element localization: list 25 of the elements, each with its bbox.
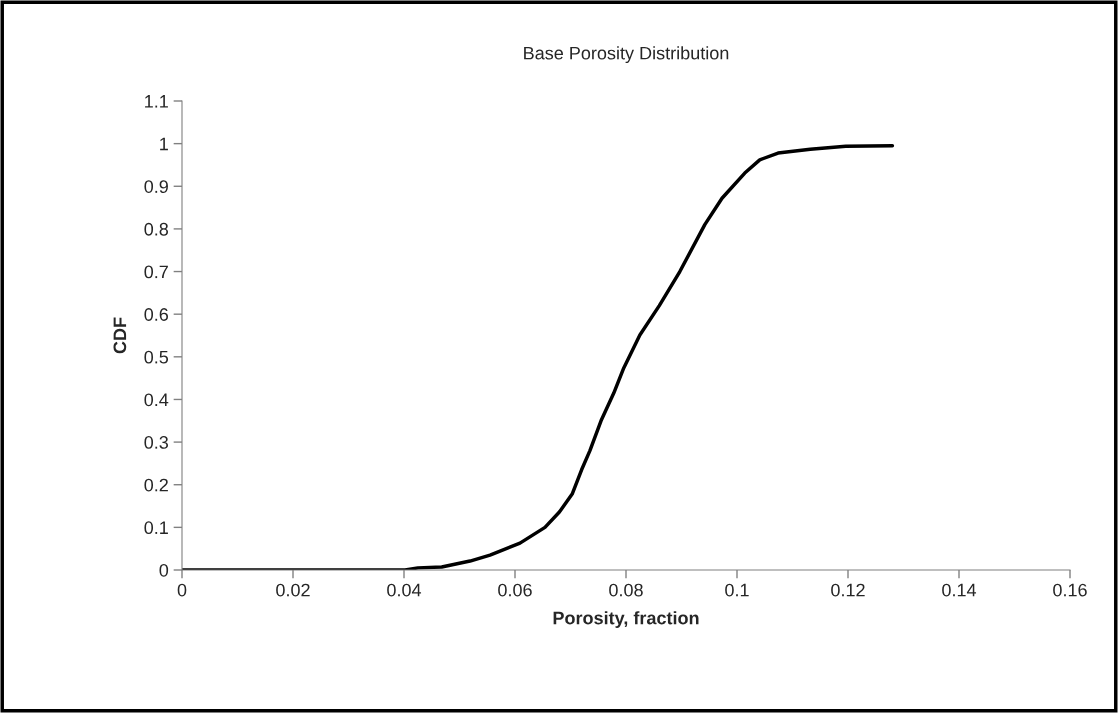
chart-title: Base Porosity Distribution xyxy=(524,46,729,64)
x-tick-label: 0 xyxy=(177,583,187,597)
y-tick-label: 0.7 xyxy=(144,265,168,279)
y-tick-label: 0.9 xyxy=(144,180,168,193)
y-tick-label: 0.3 xyxy=(144,436,169,449)
x-axis-title: Porosity, fraction xyxy=(553,611,699,628)
x-tick-label: 0.16 xyxy=(1053,583,1087,597)
x-tick-label: 0.08 xyxy=(609,583,643,597)
line-series xyxy=(182,144,895,570)
x-tick-label: 0.04 xyxy=(387,583,422,597)
y-tick-label: 0.4 xyxy=(144,393,169,407)
y-tick-label: 0.5 xyxy=(144,350,169,364)
y-axis-title: CDF xyxy=(113,317,127,354)
y-tick-label: 0 xyxy=(159,563,169,577)
y-tick-label: 0.6 xyxy=(144,308,169,321)
x-tick-label: 0.02 xyxy=(276,583,310,597)
y-tick-label: 1.1 xyxy=(145,95,168,108)
y-tick-label: 0.2 xyxy=(144,478,168,492)
x-tick-label: 0.1 xyxy=(725,583,749,597)
y-tick-label: 0.1 xyxy=(144,521,168,535)
y-tick-label: 1 xyxy=(160,137,168,151)
x-tick-label: 0.06 xyxy=(498,583,532,597)
y-tick-label: 0.8 xyxy=(144,222,169,236)
x-tick-label: 0.14 xyxy=(942,583,977,597)
x-tick-label: 0.12 xyxy=(831,583,865,597)
